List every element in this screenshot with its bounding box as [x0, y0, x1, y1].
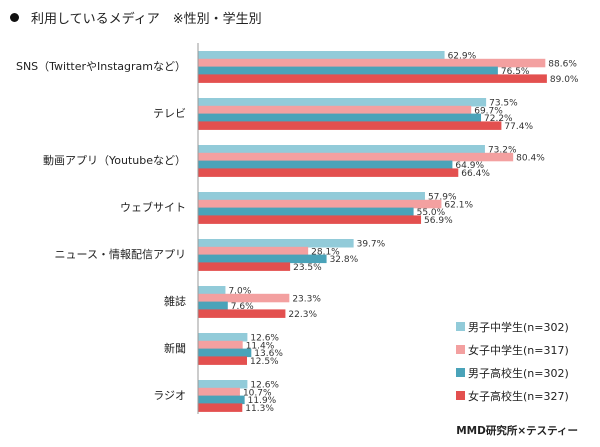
bar-series-3-cat-6: [198, 301, 228, 311]
data-label: 11.4%: [246, 341, 275, 351]
category-label: 新聞: [164, 341, 186, 355]
bar-series-1-cat-2: [198, 98, 487, 107]
legend-label: 女子中学生(n=317): [468, 343, 569, 357]
category-label: ウェブサイト: [120, 200, 186, 214]
data-label: 22.3%: [288, 310, 317, 320]
bar-series-2-cat-7: [198, 340, 243, 350]
bar-series-4-cat-7: [198, 356, 247, 365]
bar-series-3-cat-7: [198, 348, 252, 358]
legend-swatch: [456, 391, 465, 400]
bar-series-2-cat-4: [198, 199, 442, 209]
category-label: ラジオ: [153, 389, 186, 402]
bar-series-3-cat-3: [198, 160, 453, 170]
bar-series-3-cat-4: [198, 207, 414, 217]
data-label: 39.7%: [357, 240, 386, 250]
chart-title: 利用しているメディア ※性別・学生別: [10, 8, 262, 27]
bar-series-1-cat-4: [198, 192, 425, 201]
data-label: 10.7%: [243, 388, 272, 398]
legend-swatch: [456, 345, 465, 354]
category-label: テレビ: [153, 107, 186, 120]
legend-label: 男子高校生(n=302): [468, 366, 569, 380]
bar-series-2-cat-1: [198, 58, 546, 68]
data-label: 64.9%: [455, 161, 484, 171]
data-label: 7.0%: [228, 287, 251, 297]
data-label: 13.6%: [254, 349, 283, 359]
bar-series-3-cat-5: [198, 254, 327, 264]
bar-series-1-cat-8: [198, 380, 248, 389]
data-label: 23.5%: [293, 263, 322, 273]
data-label: 28.1%: [311, 247, 340, 257]
bar-series-4-cat-5: [198, 262, 291, 271]
bar-series-4-cat-6: [198, 309, 286, 318]
data-label: 57.9%: [428, 193, 457, 203]
data-label: 32.8%: [330, 255, 359, 265]
data-label: 11.3%: [245, 404, 274, 414]
bar-series-2-cat-6: [198, 293, 290, 303]
bar-series-1-cat-5: [198, 239, 354, 248]
bar-series-2-cat-3: [198, 152, 514, 162]
legend-swatch: [456, 368, 465, 377]
bar-series-1-cat-1: [198, 51, 445, 60]
data-label: 12.6%: [250, 381, 279, 391]
category-label: 雑誌: [164, 294, 186, 308]
data-label: 88.6%: [548, 59, 577, 69]
category-label: 動画アプリ（Youtubeなど）: [43, 153, 186, 167]
category-label: ニュース・情報配信アプリ: [55, 248, 186, 261]
bar-series-1-cat-7: [198, 333, 248, 342]
bar-series-4-cat-2: [198, 121, 502, 130]
data-label: 11.9%: [248, 396, 277, 406]
data-label: 56.9%: [424, 216, 453, 226]
legend-swatch: [456, 322, 465, 331]
bar-series-1-cat-6: [198, 286, 226, 295]
bar-series-4-cat-1: [198, 74, 547, 83]
data-label: 72.2%: [484, 114, 513, 124]
bar-series-3-cat-1: [198, 66, 498, 76]
data-label: 66.4%: [461, 169, 490, 179]
bar-series-2-cat-8: [198, 387, 240, 397]
data-label: 73.5%: [489, 99, 518, 109]
legend-label: 女子高校生(n=327): [468, 389, 569, 403]
bar-series-4-cat-4: [198, 215, 422, 224]
bar-series-3-cat-2: [198, 113, 482, 123]
category-label: SNS（TwitterやInstagramなど）: [16, 60, 186, 73]
data-label: 7.6%: [231, 302, 254, 312]
bullet-icon: [10, 13, 19, 22]
data-label: 12.5%: [250, 357, 279, 367]
chart-title-text: 利用しているメディア ※性別・学生別: [31, 12, 262, 27]
bar-series-2-cat-2: [198, 105, 472, 115]
data-label: 69.7%: [474, 106, 503, 116]
bar-series-2-cat-5: [198, 246, 309, 256]
bar-series-4-cat-8: [198, 403, 243, 412]
data-label: 76.5%: [501, 67, 530, 77]
data-label: 23.3%: [292, 294, 321, 304]
data-label: 89.0%: [550, 75, 579, 85]
bar-series-1-cat-3: [198, 145, 485, 154]
bar-series-4-cat-3: [198, 168, 459, 177]
data-label: 55.0%: [417, 208, 446, 218]
data-label: 62.1%: [444, 200, 473, 210]
legend-label: 男子中学生(n=302): [468, 320, 569, 334]
bar-series-3-cat-8: [198, 395, 245, 405]
data-label: 77.4%: [504, 122, 533, 132]
data-label: 12.6%: [250, 334, 279, 344]
data-label: 80.4%: [516, 153, 545, 163]
data-label: 73.2%: [488, 146, 517, 156]
source-credit: MMD研究所×テスティー: [456, 425, 578, 437]
data-label: 62.9%: [448, 52, 477, 62]
